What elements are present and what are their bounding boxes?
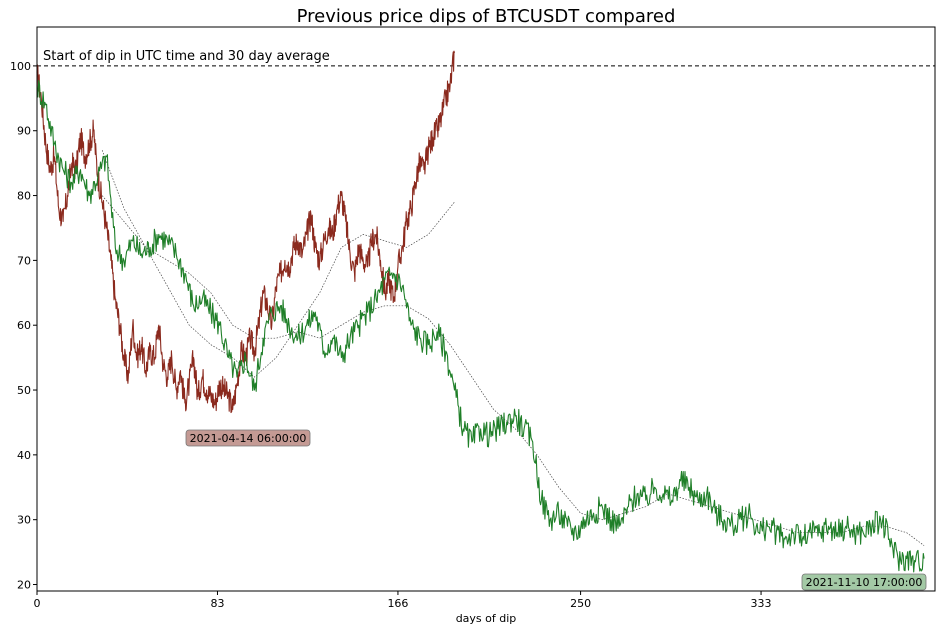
y-tick-label: 100 xyxy=(10,60,31,73)
x-tick-label: 0 xyxy=(34,597,41,610)
x-tick-label: 166 xyxy=(387,597,408,610)
y-tick-label: 80 xyxy=(17,190,31,203)
y-tick-label: 30 xyxy=(17,514,31,527)
plot-area: 0 83 166 250 333 20 30 40 50 60 70 80 90 100 2021-04-1… xyxy=(10,26,936,610)
x-tick-label: 250 xyxy=(570,597,591,610)
y-tick-label: 60 xyxy=(17,319,31,332)
y-tick-label: 40 xyxy=(17,449,31,462)
chart-title: Previous price dips of BTCUSDT compared xyxy=(297,6,676,27)
x-axis-label: days of dip xyxy=(456,612,517,625)
plot-frame xyxy=(36,26,936,592)
x-tick-label: 83 xyxy=(210,597,224,610)
series-badge-label-2: 2021-11-10 17:00:00 xyxy=(806,576,923,589)
average-line-2 xyxy=(101,195,925,546)
y-tick-label: 90 xyxy=(17,125,31,138)
series-badge-1 xyxy=(185,429,311,447)
average-line-1 xyxy=(101,150,455,378)
chart-annotation: Start of dip in UTC time and 30 day aver… xyxy=(43,49,330,64)
x-tick-label: 333 xyxy=(751,597,772,610)
y-tick-label: 20 xyxy=(17,579,31,592)
y-tick-label: 70 xyxy=(17,254,31,267)
series-line-2 xyxy=(36,80,925,573)
series-badge-2 xyxy=(801,573,927,591)
y-tick-label: 50 xyxy=(17,384,31,397)
series-badge-label-1: 2021-04-14 06:00:00 xyxy=(190,432,307,445)
